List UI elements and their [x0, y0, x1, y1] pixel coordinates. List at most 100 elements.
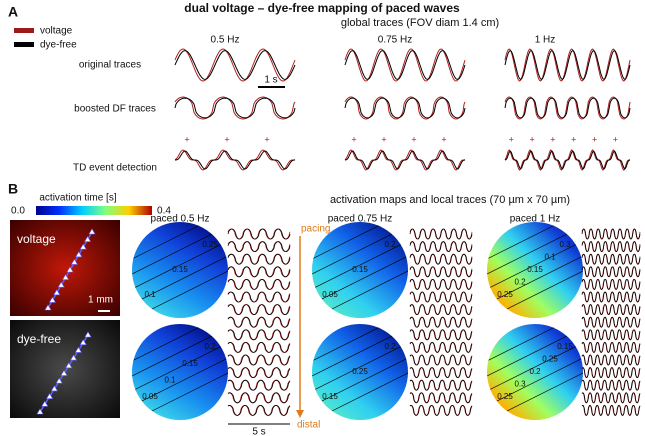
dyefree-trace [344, 97, 466, 119]
contour-line [487, 366, 583, 420]
contour-label: 0.1 [144, 290, 156, 299]
electrode [84, 331, 92, 338]
event-marker: + [184, 134, 189, 144]
electrode [84, 236, 92, 242]
contour-label: 0.15 [352, 265, 368, 274]
arrow-label: pacing [301, 224, 330, 235]
local-dyefree-trace [581, 392, 641, 404]
activation-map [312, 222, 408, 318]
local-dyefree-trace [227, 228, 291, 240]
electrode [44, 304, 52, 311]
contour-label: 0.25 [202, 240, 218, 249]
contour-label: 0.25 [352, 367, 368, 376]
arrow-head [296, 410, 304, 418]
local-dyefree-trace [227, 367, 291, 378]
scale-bar-label: 1 s [264, 75, 277, 86]
local-dyefree-trace [409, 291, 473, 303]
activation-map [312, 324, 408, 420]
electrode [48, 296, 56, 303]
dyefree-trace [174, 97, 296, 119]
row-label: boosted DF traces [74, 104, 156, 115]
local-voltage-trace [409, 266, 473, 278]
column-header: 1 Hz [535, 35, 556, 46]
event-marker: + [550, 134, 555, 144]
time-bar-label: 5 s [252, 427, 265, 436]
local-dyefree-trace [581, 291, 641, 303]
event-marker: + [529, 134, 534, 144]
electrode [62, 274, 70, 280]
activation-map [132, 222, 228, 318]
local-dyefree-trace [409, 329, 473, 341]
electrode [75, 251, 83, 258]
contour-label: 0.3 [514, 380, 526, 389]
contour-label: 0.2 [204, 342, 216, 351]
local-dyefree-trace [581, 329, 641, 341]
voltage-trace [174, 96, 296, 120]
contour-label: 0.15 [182, 359, 198, 368]
local-dyefree-trace [227, 316, 291, 328]
local-dyefree-trace [409, 228, 473, 240]
subtitle: global traces (FOV diam 1.4 cm) [341, 17, 499, 29]
dyefree-image [10, 320, 120, 418]
electrode [79, 243, 87, 250]
local-dyefree-trace [227, 342, 291, 353]
contour-label: 0.1 [544, 253, 556, 262]
contour-label: 0.2 [384, 240, 396, 249]
contour-label: 0.25 [497, 392, 513, 401]
electrode [36, 408, 44, 415]
electrode [46, 393, 54, 399]
image-label: dye-free [17, 332, 61, 346]
contour-label: 0.2 [384, 342, 396, 351]
local-dyefree-trace [581, 304, 641, 316]
voltage-image [10, 220, 120, 316]
local-dyefree-trace [409, 316, 473, 328]
local-dyefree-trace [581, 253, 641, 265]
electrode [70, 258, 78, 265]
image-label: voltage [17, 232, 56, 246]
image-scale-label: 1 mm [88, 295, 113, 306]
local-voltage-trace [409, 228, 473, 240]
electrode [74, 346, 82, 353]
local-dyefree-trace [581, 266, 641, 278]
column-header: 0.5 Hz [211, 35, 240, 46]
electrode [57, 281, 65, 288]
contour-label: 0.2 [514, 278, 526, 287]
contour-label: 0.1 [164, 375, 176, 384]
activation-map [132, 324, 228, 420]
local-dyefree-trace [227, 379, 291, 391]
contour-label: 0.15 [322, 392, 338, 401]
event-marker: + [351, 134, 356, 144]
colorbar-label: 0.0 [11, 206, 25, 217]
voltage-trace [504, 48, 631, 82]
contour-line [132, 366, 228, 420]
event-marker: + [224, 134, 229, 144]
contour-label: 0.05 [142, 392, 158, 401]
contour-label: 0.15 [557, 342, 573, 351]
dyefree-trace [504, 97, 631, 119]
panel-label: B [8, 181, 18, 197]
colorbar [36, 206, 152, 215]
local-voltage-trace [227, 304, 291, 315]
electrode [41, 400, 49, 407]
local-dyefree-trace [581, 316, 641, 328]
figure-title: dual voltage – dye-free mapping of paced… [184, 1, 460, 15]
event-marker: + [264, 134, 269, 144]
electrode [50, 385, 58, 392]
voltage-trace [504, 96, 631, 120]
contour-line [312, 264, 408, 318]
local-dyefree-trace [227, 279, 291, 290]
subtitle: activation maps and local traces (70 µm … [330, 194, 570, 206]
voltage-trace [344, 48, 466, 82]
voltage-trace [174, 48, 296, 82]
event-marker: + [411, 134, 416, 144]
local-voltage-trace [227, 404, 291, 416]
colorbar-label: 0.4 [157, 206, 171, 217]
local-dyefree-trace [409, 367, 473, 379]
local-dyefree-trace [227, 253, 291, 265]
contour-label: 0.15 [527, 265, 543, 274]
contour-label: 0.2 [529, 367, 541, 376]
local-dyefree-trace [227, 266, 291, 278]
event-marker: + [592, 134, 597, 144]
local-dyefree-trace [409, 253, 473, 265]
local-dyefree-trace [581, 241, 641, 253]
